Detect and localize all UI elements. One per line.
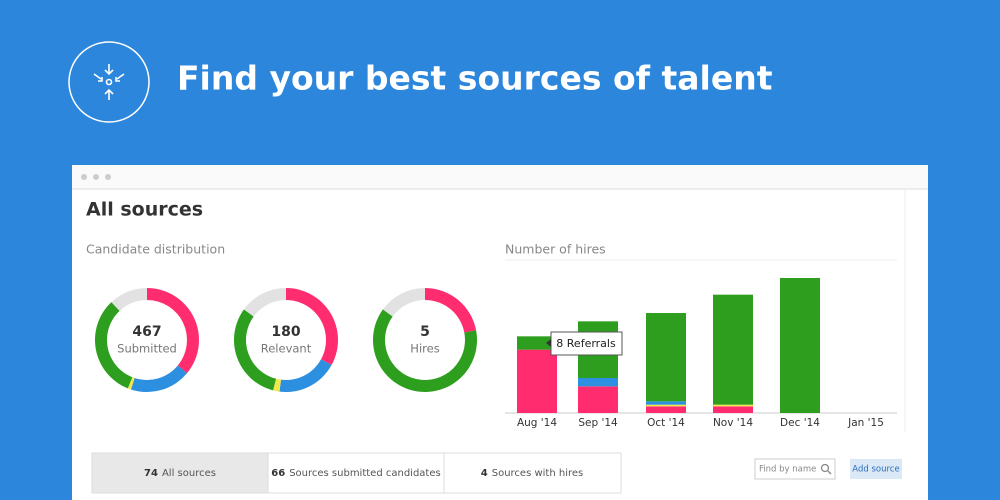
logo-icon	[93, 64, 125, 100]
donut-title: Candidate distribution	[86, 242, 225, 257]
donut-segment	[94, 302, 133, 389]
tab-active-bg	[91, 452, 269, 494]
bar-segment	[646, 401, 686, 405]
donut-segment	[286, 288, 338, 366]
x-tick-label: Oct '14	[647, 417, 685, 429]
bar-segment	[578, 378, 618, 387]
dot	[93, 174, 99, 180]
donut-segment	[147, 288, 200, 374]
donut-value: 467	[132, 324, 161, 340]
search-placeholder: Find by name	[759, 465, 816, 475]
section-heading: All sources	[86, 199, 203, 221]
search-icon	[820, 463, 832, 475]
donut-value: 180	[271, 324, 300, 340]
tab-count: 4	[481, 468, 488, 479]
donut-segment	[279, 359, 332, 392]
search-box[interactable]	[754, 458, 836, 480]
bar-segment	[713, 404, 753, 407]
tab-text: Sources submitted candidates	[289, 468, 441, 479]
x-tick-label: Sep '14	[578, 417, 618, 429]
tab-count: 74	[144, 468, 158, 479]
add-button[interactable]	[850, 459, 902, 479]
tab-label: 74 All sources	[144, 468, 216, 479]
x-tick-label: Aug '14	[517, 417, 557, 429]
tab-text: All sources	[162, 468, 216, 479]
donut-segment	[382, 288, 425, 317]
bar-segment	[646, 406, 686, 413]
tab-label: 66 Sources submitted candidates	[271, 468, 440, 479]
donut-label: Hires	[410, 342, 439, 356]
donut-segment	[273, 378, 281, 392]
chart-title: Number of hires	[505, 242, 606, 257]
donut-segment	[425, 288, 477, 333]
add-button-label: Add source	[852, 465, 899, 475]
donut-segment	[111, 288, 147, 311]
bar-segment	[713, 406, 753, 413]
page-title: Find your best sources of talent	[177, 59, 773, 98]
donut-segment	[243, 288, 286, 317]
donut-label: Submitted	[117, 342, 177, 356]
dot	[105, 174, 111, 180]
bar-segment	[517, 336, 557, 350]
window-bar	[72, 165, 928, 189]
bar-segment	[578, 386, 618, 413]
donut-label: Relevant	[261, 342, 312, 356]
dot	[81, 174, 87, 180]
bar-segment	[517, 349, 557, 413]
tab-count: 66	[271, 468, 285, 479]
tooltip-text: 8 Referrals	[556, 337, 616, 350]
x-tick-label: Nov '14	[713, 417, 753, 429]
x-tick-label: Jan '15	[847, 417, 884, 429]
donut-segment	[127, 377, 135, 390]
bar-segment	[713, 294, 753, 405]
logo-ring	[68, 41, 150, 123]
bar-segment	[780, 278, 820, 413]
bar-segment	[646, 404, 686, 407]
donut-segment	[373, 309, 478, 393]
x-tick-label: Dec '14	[780, 417, 820, 429]
donut-segment	[130, 365, 188, 392]
donut-segment	[234, 309, 277, 391]
tab-text: Sources with hires	[492, 468, 584, 479]
donut-value: 5	[420, 324, 430, 340]
bar-segment	[646, 313, 686, 402]
tooltip-pointer	[546, 339, 551, 347]
tab-label: 4 Sources with hires	[481, 468, 583, 479]
